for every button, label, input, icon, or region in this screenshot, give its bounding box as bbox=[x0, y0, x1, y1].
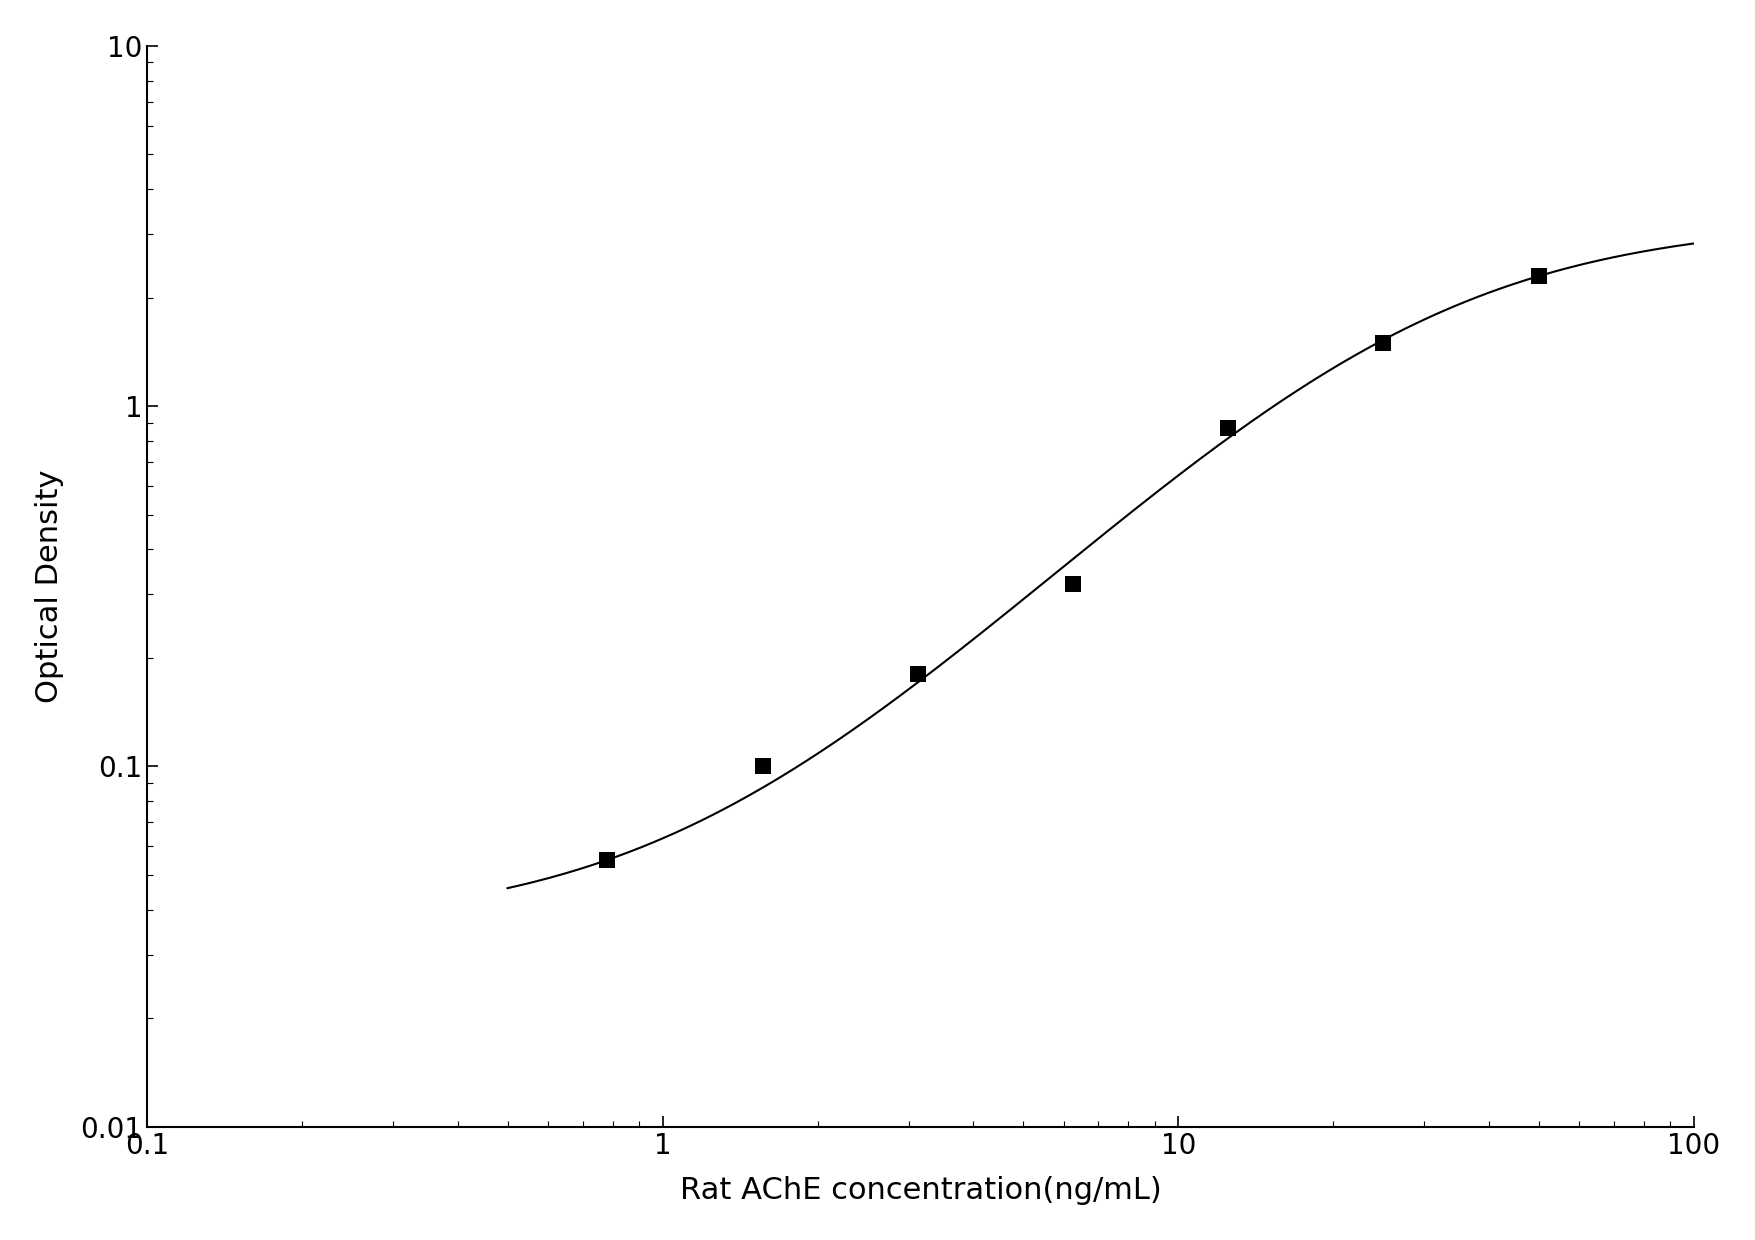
Point bbox=[1058, 574, 1086, 594]
Point bbox=[749, 756, 777, 776]
Point bbox=[1214, 418, 1243, 438]
Point bbox=[593, 851, 621, 870]
Y-axis label: Optical Density: Optical Density bbox=[35, 470, 63, 703]
Point bbox=[1525, 265, 1553, 285]
Point bbox=[904, 665, 932, 684]
Point bbox=[1369, 332, 1397, 352]
X-axis label: Rat AChE concentration(ng/mL): Rat AChE concentration(ng/mL) bbox=[679, 1177, 1162, 1205]
